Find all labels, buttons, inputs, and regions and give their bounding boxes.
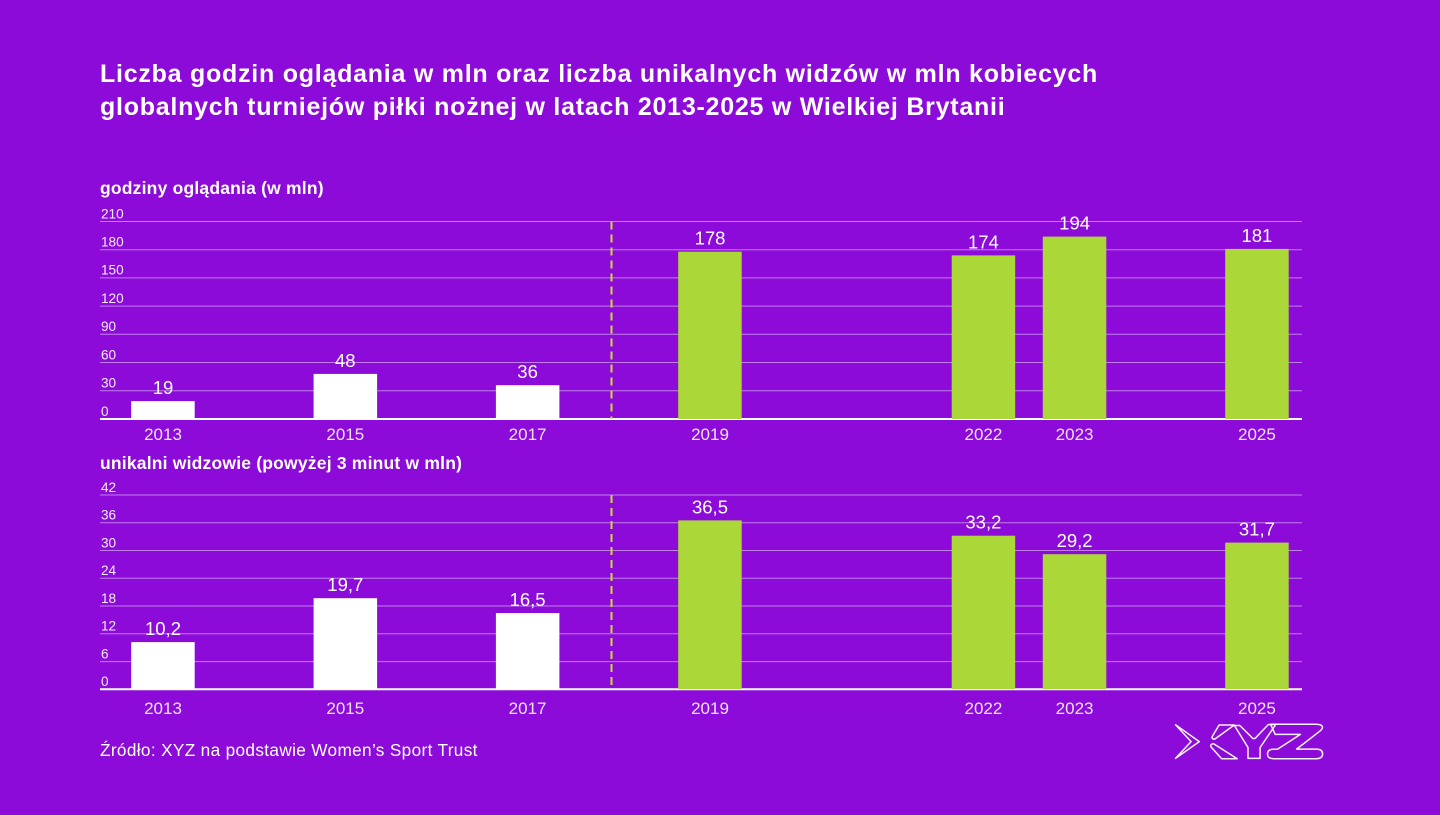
svg-text:120: 120: [101, 291, 124, 306]
svg-text:30: 30: [101, 376, 117, 391]
svg-text:2015: 2015: [326, 699, 364, 718]
svg-text:60: 60: [101, 347, 117, 362]
svg-text:36: 36: [517, 361, 538, 382]
svg-text:0: 0: [101, 674, 109, 689]
svg-text:19,7: 19,7: [327, 574, 363, 595]
svg-text:194: 194: [1059, 213, 1090, 234]
svg-text:24: 24: [101, 563, 117, 578]
svg-text:16,5: 16,5: [510, 589, 546, 610]
svg-text:globalnych turniejów piłki noż: globalnych turniejów piłki nożnej w lata…: [100, 93, 1005, 121]
svg-text:178: 178: [695, 228, 726, 249]
svg-text:2023: 2023: [1056, 699, 1094, 718]
svg-text:48: 48: [335, 350, 356, 371]
svg-text:2013: 2013: [144, 699, 182, 718]
svg-text:42: 42: [101, 480, 116, 495]
svg-text:2025: 2025: [1238, 699, 1276, 718]
svg-text:2019: 2019: [691, 425, 729, 444]
svg-text:18: 18: [101, 591, 116, 606]
svg-text:2017: 2017: [509, 699, 547, 718]
svg-text:6: 6: [101, 646, 109, 661]
svg-text:2015: 2015: [326, 425, 364, 444]
svg-text:36: 36: [101, 508, 116, 523]
svg-text:31,7: 31,7: [1239, 519, 1275, 540]
svg-text:2022: 2022: [964, 425, 1002, 444]
svg-text:godziny oglądania (w mln): godziny oglądania (w mln): [100, 178, 324, 198]
svg-text:2022: 2022: [964, 699, 1002, 718]
svg-text:2013: 2013: [144, 425, 182, 444]
svg-text:0: 0: [101, 404, 109, 419]
svg-text:174: 174: [968, 231, 999, 252]
svg-text:33,2: 33,2: [965, 512, 1001, 533]
svg-text:Źródło: XYZ na podstawie Women: Źródło: XYZ na podstawie Women’s Sport T…: [100, 740, 478, 760]
svg-text:2017: 2017: [509, 425, 547, 444]
svg-text:2023: 2023: [1056, 425, 1094, 444]
svg-text:90: 90: [101, 319, 117, 334]
svg-text:10,2: 10,2: [145, 618, 181, 639]
svg-text:181: 181: [1241, 225, 1272, 246]
svg-text:unikalni widzowie (powyżej 3 m: unikalni widzowie (powyżej 3 minut w mln…: [100, 453, 462, 473]
svg-text:150: 150: [101, 263, 124, 278]
svg-text:2019: 2019: [691, 699, 729, 718]
svg-text:30: 30: [101, 535, 117, 550]
svg-text:Liczba godzin oglądania w mln: Liczba godzin oglądania w mln oraz liczb…: [100, 60, 1098, 88]
svg-text:19: 19: [153, 377, 174, 398]
svg-text:180: 180: [101, 235, 124, 250]
svg-text:210: 210: [101, 206, 124, 221]
svg-text:36,5: 36,5: [692, 496, 728, 517]
svg-text:2025: 2025: [1238, 425, 1276, 444]
svg-text:12: 12: [101, 619, 116, 634]
svg-text:29,2: 29,2: [1057, 530, 1093, 551]
